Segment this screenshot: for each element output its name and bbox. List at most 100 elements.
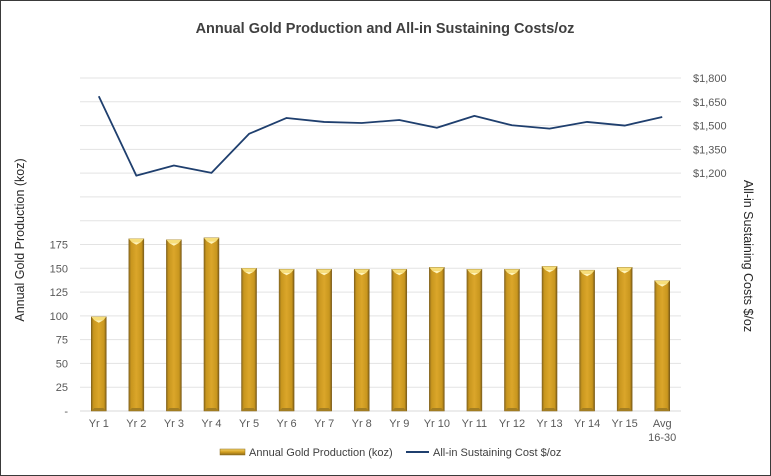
bar-3 [166,239,182,412]
x-axis-ticks: Yr 1 Yr 2 Yr 3 Yr 4 Yr 5 Yr 6 Yr 7 Yr 8 Yr 9 Yr 1… [89,418,677,444]
y-tick-label: 175 [50,240,68,252]
y2-tick-label: $1,650 [693,97,727,109]
bar-body [654,280,670,412]
bar-bevel-top [91,316,107,321]
bar-body [541,266,558,412]
bar-bevel-bottom [203,408,219,411]
bar-bevel-top [654,280,670,285]
bar-bevel-top [617,267,633,271]
bar-bevel-top [128,238,144,243]
y-tick-label: 25 [56,382,68,394]
bar-highlight [657,284,667,287]
bar-highlight [94,320,104,323]
x-tick-label: Yr 3 [164,418,184,430]
bar-bevel-bottom [316,408,332,411]
y2-tick-label: $1,500 [693,121,727,133]
bar-highlight [244,271,254,275]
x-tick-label: Yr 7 [314,418,334,430]
bar-highlight [206,241,216,244]
bar-5 [241,268,257,412]
bar-bevel-top [391,269,407,273]
bar-9 [391,268,408,412]
bar-bevel-top [579,270,595,274]
right-axis-title: All-in Sustaining Costs $/oz [741,180,755,332]
bar-bevel-top [166,239,182,244]
bar-bevel-bottom [542,408,558,411]
bar-highlight [582,273,592,277]
bar-bevel-bottom [466,408,482,411]
x-tick-label: Yr 10 [424,418,450,430]
bar-highlight [507,272,517,276]
bar-bevel-top [354,269,370,273]
x-tick-label: Yr 4 [201,418,221,430]
bar-bevel-bottom [391,408,407,411]
bar-bevel-bottom [504,408,520,411]
bar-12 [504,268,520,412]
x-tick-label: Yr 12 [499,418,525,430]
bar-bevel-top [241,268,257,272]
bar-10 [429,267,445,412]
bar-16 [654,280,670,412]
bar-body [391,268,408,412]
bar-2 [128,238,145,412]
x-tick-label: Yr 8 [352,418,372,430]
y2-tick-label: $1,200 [693,168,727,180]
bar-body [203,237,220,412]
bar-bevel-top [279,269,295,273]
bar-bevel-bottom [579,408,595,411]
bar-bevel-bottom [279,408,295,411]
y-tick-label: - [64,406,68,418]
bar-body [128,238,145,412]
bar-body [241,268,257,412]
right-axis-ticks: $1,200 $1,350 $1,500 $1,650 $1,800 [693,73,727,180]
bar-bevel-bottom [354,408,370,411]
bar-body [466,268,483,412]
bar-highlight [357,272,367,276]
bar-highlight [432,270,442,274]
bar-body [316,268,332,412]
bar-13 [541,266,558,412]
y-tick-label: 150 [50,263,68,275]
bar-body [278,268,295,412]
left-axis-ticks: - 25 50 75 100 125 150 175 [50,240,69,419]
aisc-line [97,95,663,177]
bar-body [166,239,182,412]
x-tick-label: Yr 6 [277,418,297,430]
y-tick-label: 125 [50,287,68,299]
legend-item-aisc[interactable]: All-in Sustaining Cost $/oz [406,447,561,459]
x-tick-label: Yr 5 [239,418,259,430]
bar-body [616,267,633,412]
bar-body [91,316,107,412]
bar-bevel-bottom [617,408,633,411]
legend-label-production: Annual Gold Production (koz) [249,447,393,459]
bar-bevel-top [203,237,219,242]
chart-title: Annual Gold Production and All-in Sustai… [196,21,575,37]
bar-bevel-bottom [91,408,107,411]
x-tick-label: Avg 16-30 [648,418,676,444]
bar-1 [91,316,107,412]
y2-tick-label: $1,800 [693,73,727,85]
bar-bevel-top [466,269,482,273]
bar-highlight [319,272,329,276]
legend-item-production[interactable]: Annual Gold Production (koz) [219,447,393,459]
x-tick-label: Yr 11 [462,418,487,430]
y-tick-label: 50 [56,358,68,370]
bar-bevel-top [504,269,520,273]
bar-bevel-top [429,267,445,271]
bar-bevel-top [542,266,558,270]
bar-bevel-bottom [166,408,182,411]
legend: Annual Gold Production (koz) All-in Sust… [219,447,561,459]
bar-8 [353,268,370,412]
bar-bevel-bottom [241,408,257,411]
bar-highlight [545,269,555,273]
bar-highlight [469,272,479,276]
x-tick-label: Yr 2 [126,418,146,430]
bar-15 [616,267,633,412]
bar-series [91,237,670,412]
line-series [97,95,663,177]
bar-highlight [394,272,404,276]
x-tick-label: Yr 15 [612,418,638,430]
bar-6 [278,268,295,412]
bar-body [504,268,520,412]
